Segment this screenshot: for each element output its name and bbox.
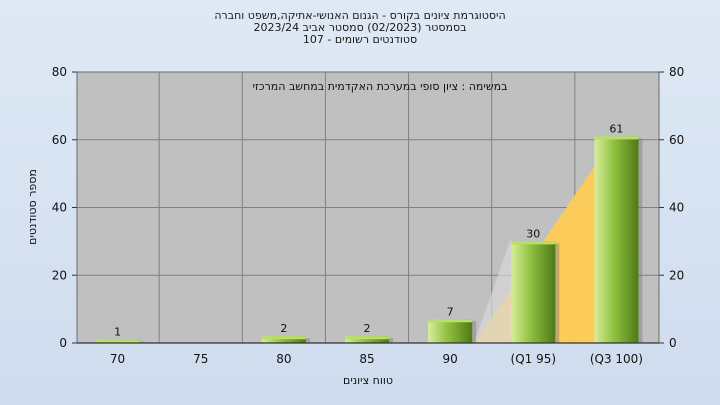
y-tick-label-left: 0 bbox=[59, 336, 67, 350]
x-axis-title: טווח ציונים bbox=[343, 374, 393, 387]
bar-cap bbox=[428, 319, 473, 323]
x-tick-label: (Q1 95) bbox=[511, 352, 557, 366]
bar-cap bbox=[594, 136, 639, 140]
y-tick-label-right: 40 bbox=[669, 201, 684, 215]
bar-(Q3 100) bbox=[594, 136, 639, 343]
bars: 1 2 2 7 30 61 bbox=[95, 122, 643, 343]
bar-80 bbox=[261, 336, 306, 343]
y-tick-label-right: 0 bbox=[669, 336, 677, 350]
y-tick-label-left: 20 bbox=[52, 268, 67, 282]
chart-annotation: במשימה : ציון סופי במערכת האקדמית במחשב … bbox=[253, 80, 508, 93]
x-axis-ticks: 70 75 80 85 90 (Q1 95) (Q3 100) bbox=[110, 352, 643, 366]
x-tick-label: 80 bbox=[276, 352, 291, 366]
x-tick-label: 70 bbox=[110, 352, 125, 366]
quartile-band-lower bbox=[474, 237, 512, 343]
x-tick-label: 75 bbox=[193, 352, 208, 366]
y-tick-label-left: 60 bbox=[52, 133, 67, 147]
y-axis-right: 0 20 40 60 80 bbox=[659, 65, 684, 350]
data-label: 30 bbox=[526, 227, 540, 240]
y-tick-label-left: 40 bbox=[52, 201, 67, 215]
x-tick-label: 90 bbox=[443, 352, 458, 366]
y-tick-label-right: 20 bbox=[669, 268, 684, 282]
data-label: 61 bbox=[609, 122, 623, 135]
bar-cap bbox=[261, 336, 306, 340]
chart-subtitle-semester: בסמסטר (02/2023) סמסטר אביב 2023/24 bbox=[253, 21, 467, 34]
y-tick-label-left: 80 bbox=[52, 65, 67, 79]
bar-cap bbox=[345, 336, 389, 340]
y-tick-label-right: 80 bbox=[669, 65, 684, 79]
y-tick-label-right: 60 bbox=[669, 133, 684, 147]
bar-cap bbox=[511, 241, 556, 245]
chart-subtitle-enrolled: סטודנטים רשומים - 107 bbox=[302, 33, 418, 46]
bar-cap bbox=[95, 339, 140, 343]
x-tick-label: 85 bbox=[359, 352, 374, 366]
data-label: 1 bbox=[114, 326, 121, 339]
chart-title-block: היסטוגרמת ציונים בקורס - הגנום האנושי-את… bbox=[0, 10, 720, 46]
bar-90 bbox=[428, 319, 473, 343]
bar-(Q1 95) bbox=[511, 241, 556, 343]
chart-title: היסטוגרמת ציונים בקורס - הגנום האנושי-את… bbox=[214, 9, 506, 22]
data-label: 2 bbox=[280, 322, 287, 335]
y-axis-title: מספר סטודנטים bbox=[26, 169, 39, 245]
data-label: 2 bbox=[364, 322, 371, 335]
data-label: 7 bbox=[447, 305, 454, 318]
y-axis-left: 0 20 40 60 80 bbox=[52, 65, 77, 350]
bar-85 bbox=[345, 336, 389, 343]
x-tick-label: (Q3 100) bbox=[590, 352, 643, 366]
